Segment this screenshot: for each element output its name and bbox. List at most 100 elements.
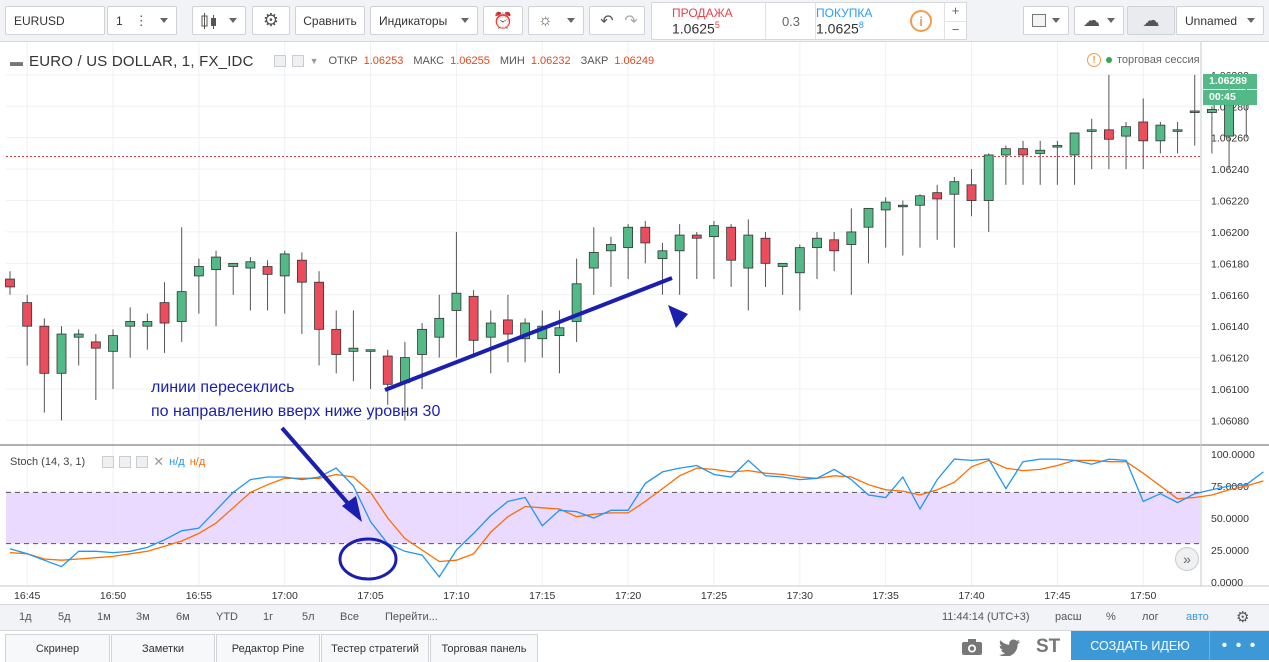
info-icon[interactable]: i [910, 10, 932, 32]
range-1m[interactable]: 1м [97, 611, 111, 623]
camera-icon[interactable] [961, 638, 983, 656]
time-tick-label: 16:55 [186, 590, 212, 602]
more-options-button[interactable]: • • • [1209, 631, 1269, 660]
time-tick-label: 17:00 [272, 590, 298, 602]
layout-selector[interactable] [1023, 6, 1069, 35]
undo-icon[interactable]: ↶ [600, 12, 614, 30]
gear-icon[interactable]: ⚙ [1236, 609, 1250, 626]
format-icon[interactable] [136, 456, 149, 468]
chart-area[interactable]: 1.063001.062801.062601.062401.062201.062… [0, 42, 1269, 604]
chart-canvas[interactable]: 1.063001.062801.062601.062401.062201.062… [0, 42, 1269, 604]
visibility-icon[interactable] [102, 456, 115, 468]
layout-name-button[interactable]: Unnamed [1176, 6, 1264, 35]
annotation-text: линии пересеклись по направлению вверх н… [151, 376, 440, 424]
time-tick-label: 17:50 [1130, 590, 1156, 602]
plus-icon[interactable]: + [951, 3, 960, 18]
settings-small-icon[interactable] [291, 55, 304, 67]
settings-button[interactable]: ⚙ [252, 6, 290, 35]
chevron-down-icon [160, 18, 168, 23]
candle-up [417, 328, 427, 355]
price-tick-label: 1.06240 [1211, 164, 1249, 176]
idea-button[interactable]: ☼ [528, 6, 584, 35]
tab-pine-editor[interactable]: Редактор Pine [216, 634, 320, 662]
range-5y[interactable]: 5л [302, 611, 315, 623]
range-1y[interactable]: 1г [263, 611, 274, 623]
cloud-download-icon: ☁ [1083, 10, 1100, 30]
candle-up [1224, 104, 1234, 137]
compare-button[interactable]: Сравнить [295, 6, 365, 35]
candle-down [468, 295, 479, 341]
candle-down [691, 234, 702, 239]
candle-up [434, 317, 445, 338]
range-all[interactable]: Все [340, 611, 359, 623]
warning-icon[interactable]: ! [1087, 53, 1101, 67]
candles-icon [201, 12, 216, 29]
candle-down [90, 341, 101, 349]
cloud-upload-icon: ☁ [1142, 10, 1160, 30]
tab-screener[interactable]: Скринер [5, 634, 110, 662]
buy-button[interactable]: ПОКУПКА 1.06258 [815, 3, 907, 39]
tab-strategy-tester[interactable]: Тестер стратегий [321, 634, 429, 662]
candle-up [485, 322, 496, 338]
symbol-search[interactable]: EURUSD [5, 6, 105, 35]
close-icon[interactable]: ✕ [153, 454, 165, 469]
time-tick-label: 17:15 [529, 590, 555, 602]
time-tick-label: 17:10 [443, 590, 469, 602]
redo-icon[interactable]: ↷ [624, 12, 638, 30]
open-label: ОТКР [328, 55, 358, 67]
extended-scale-toggle[interactable]: расш [1055, 611, 1082, 623]
alert-button[interactable]: ⏰ [483, 6, 523, 35]
range-ytd[interactable]: YTD [216, 611, 238, 623]
chevron-down-icon [1052, 18, 1060, 23]
clock-timezone[interactable]: 11:44:14 (UTC+3) [942, 611, 1030, 623]
goto-button[interactable]: Перейти... [385, 611, 438, 623]
load-layout-button[interactable]: ☁ [1074, 6, 1124, 35]
undo-redo-group: ↶ ↷ [589, 6, 645, 35]
scroll-to-realtime-button[interactable]: » [1175, 547, 1199, 571]
log-scale-toggle[interactable]: лог [1142, 611, 1159, 623]
price-tick-label: 1.06140 [1211, 321, 1249, 333]
tab-notes[interactable]: Заметки [111, 634, 215, 662]
chart-style-selector[interactable] [192, 6, 246, 35]
countdown-tag: 00:45 [1203, 90, 1257, 105]
candle-up [142, 321, 153, 327]
range-6m[interactable]: 6м [176, 611, 190, 623]
range-3m[interactable]: 3м [136, 611, 150, 623]
stoch-k-line [9, 458, 1264, 579]
candle-up [897, 204, 908, 208]
collapse-icon[interactable]: ▬ [10, 53, 23, 69]
time-tick-label: 17:45 [1044, 590, 1070, 602]
auto-scale-toggle[interactable]: авто [1186, 611, 1209, 623]
gear-icon: ⚙ [262, 10, 280, 30]
minus-icon[interactable]: − [945, 21, 966, 39]
candle-up [674, 234, 685, 252]
visibility-icon[interactable] [273, 55, 286, 67]
interval-selector[interactable]: 1 ⋮ [107, 6, 177, 35]
settings-small-icon[interactable] [119, 456, 132, 468]
annotation-arrow-head [342, 496, 362, 522]
candle-down [966, 184, 977, 201]
chevron-down-icon [567, 18, 575, 23]
stoch-d-line [9, 459, 1264, 563]
percent-scale-toggle[interactable]: % [1106, 611, 1116, 623]
indicators-button[interactable]: Индикаторы [370, 6, 478, 35]
tab-trading-panel[interactable]: Торговая панель [430, 634, 538, 662]
candle-up [176, 291, 187, 322]
save-layout-button[interactable]: ☁ [1127, 6, 1175, 35]
candle-up [1121, 126, 1131, 137]
sell-button[interactable]: ПРОДАЖА 1.06255 [652, 3, 766, 39]
range-5d[interactable]: 5д [58, 611, 71, 623]
candle-up [348, 347, 359, 352]
candle-down [39, 325, 50, 374]
sell-label: ПРОДАЖА [672, 6, 733, 20]
create-idea-button[interactable]: СОЗДАТЬ ИДЕЮ [1071, 631, 1209, 660]
stocktwits-icon[interactable]: ST [1036, 636, 1061, 657]
bottom-panel: Скринер Заметки Редактор Pine Тестер стр… [0, 630, 1269, 662]
annotation-line-1: линии пересеклись [151, 379, 295, 396]
spread-value: 0.3 [781, 13, 801, 29]
candle-up [777, 262, 788, 267]
range-1d[interactable]: 1д [19, 611, 32, 623]
twitter-icon[interactable] [999, 639, 1021, 656]
chevron-down-icon[interactable]: ▼ [309, 56, 319, 66]
candle-up [1086, 129, 1097, 132]
